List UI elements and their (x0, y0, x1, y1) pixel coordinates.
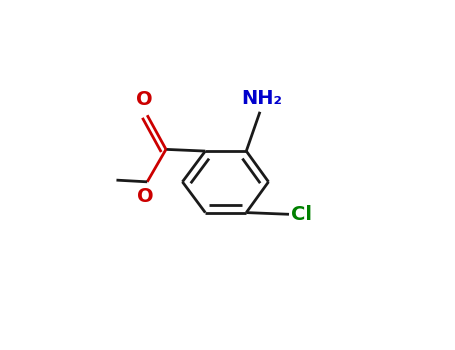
Text: Cl: Cl (291, 205, 312, 224)
Text: O: O (136, 90, 153, 109)
Text: NH₂: NH₂ (241, 89, 282, 108)
Text: O: O (137, 187, 154, 206)
